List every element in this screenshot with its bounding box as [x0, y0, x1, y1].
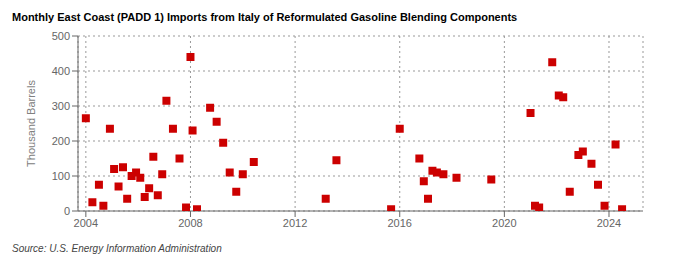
svg-text:0: 0 — [64, 205, 70, 217]
svg-text:300: 300 — [52, 100, 70, 112]
svg-text:100: 100 — [52, 170, 70, 182]
svg-text:2012: 2012 — [283, 217, 307, 229]
html-text:Monthly East Coast (PADD 1) Im: Monthly East Coast (PADD 1) Imports from… — [12, 11, 518, 23]
html-text:Source: U.S. Energy Informatio: Source: U.S. Energy Information Administ… — [12, 243, 222, 254]
svg-text:2004: 2004 — [74, 217, 98, 229]
svg-text:500: 500 — [52, 30, 70, 42]
svg-text:2016: 2016 — [387, 217, 411, 229]
svg-text:2008: 2008 — [178, 217, 202, 229]
svg-text:Thousand Barrels: Thousand Barrels — [25, 80, 37, 167]
svg-text:200: 200 — [52, 135, 70, 147]
svg-text:2020: 2020 — [492, 217, 516, 229]
svg-text:2024: 2024 — [597, 217, 621, 229]
svg-text:400: 400 — [52, 65, 70, 77]
